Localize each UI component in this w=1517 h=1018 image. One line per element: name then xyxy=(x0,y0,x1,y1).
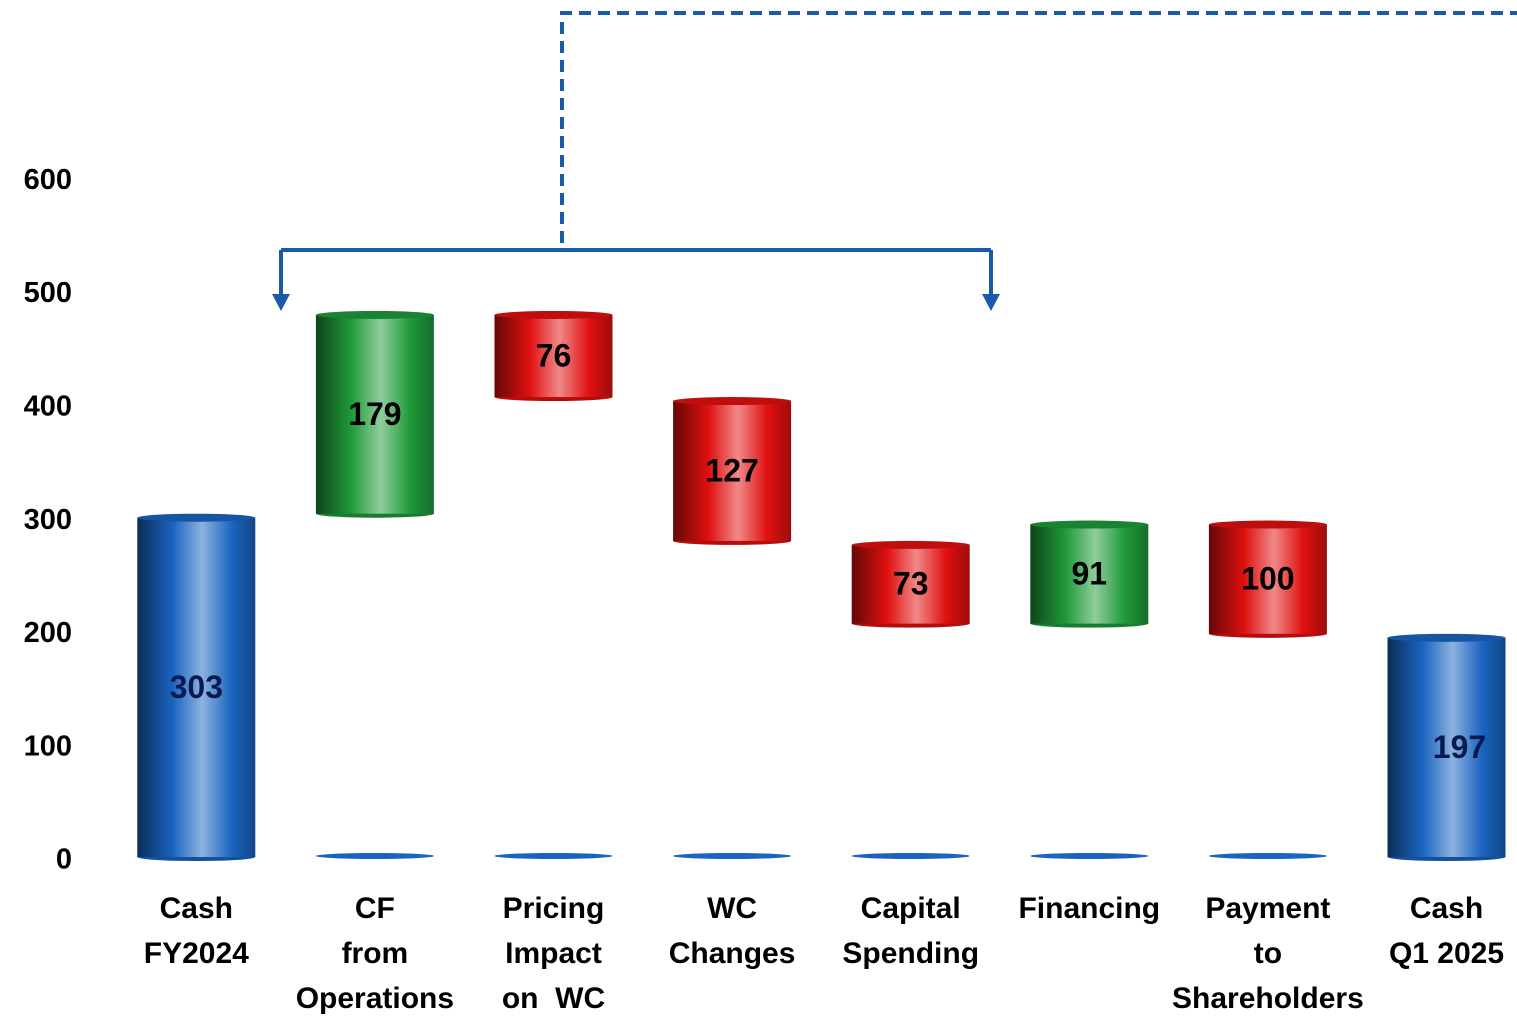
bar-cap xyxy=(1030,520,1149,529)
bar xyxy=(315,314,434,514)
base-marker xyxy=(851,853,970,859)
base-marker xyxy=(315,853,434,859)
x-tick-label: Payment to Shareholders xyxy=(1172,892,1364,1015)
x-tick-label: Cash Q1 2025 xyxy=(1389,892,1504,970)
bar-cap xyxy=(1387,633,1506,642)
bar xyxy=(1387,637,1506,857)
bar-cap xyxy=(1208,520,1327,529)
bar xyxy=(1030,524,1149,624)
base-marker xyxy=(494,853,613,859)
arrow-head xyxy=(272,294,1000,311)
bar-cap xyxy=(137,513,256,522)
dashed-connector xyxy=(560,11,1517,243)
y-tick-label: 500 xyxy=(24,277,72,309)
y-tick-label: 600 xyxy=(24,164,72,196)
data-label: 76 xyxy=(536,337,572,373)
data-label: 73 xyxy=(893,566,929,602)
data-label: 100 xyxy=(1241,561,1294,597)
y-tick-label: 400 xyxy=(24,390,72,422)
base-marker xyxy=(1030,853,1149,859)
bracket xyxy=(272,11,1517,311)
data-label: 197 xyxy=(1433,729,1486,765)
bar xyxy=(137,517,256,857)
data-label: 179 xyxy=(348,396,401,432)
x-tick-label: Pricing Impact on WC xyxy=(502,892,605,1015)
bar-cap xyxy=(851,540,970,549)
x-tick-label: Financing xyxy=(1018,892,1160,925)
bar-cap xyxy=(673,397,792,406)
y-tick-label: 0 xyxy=(56,844,72,876)
data-label: 91 xyxy=(1072,556,1108,592)
x-tick-label: Capital Spending xyxy=(842,892,979,970)
y-tick-label: 300 xyxy=(24,504,72,536)
bar xyxy=(851,544,970,624)
y-tick-label: 200 xyxy=(24,617,72,649)
base-marker xyxy=(673,853,792,859)
bar xyxy=(494,314,613,398)
bar xyxy=(673,401,792,541)
bar xyxy=(1208,524,1327,634)
bar-cap xyxy=(315,310,434,319)
x-tick-label: CF from Operations xyxy=(296,892,454,1015)
bracket-line xyxy=(279,248,993,298)
y-tick-label: 100 xyxy=(24,730,72,762)
data-label: 127 xyxy=(705,452,758,488)
data-label: 303 xyxy=(170,669,223,705)
x-tick-label: WC Changes xyxy=(669,892,796,970)
x-tick-label: Cash FY2024 xyxy=(144,892,249,970)
bar-cap xyxy=(494,310,613,319)
base-marker xyxy=(1208,853,1327,859)
